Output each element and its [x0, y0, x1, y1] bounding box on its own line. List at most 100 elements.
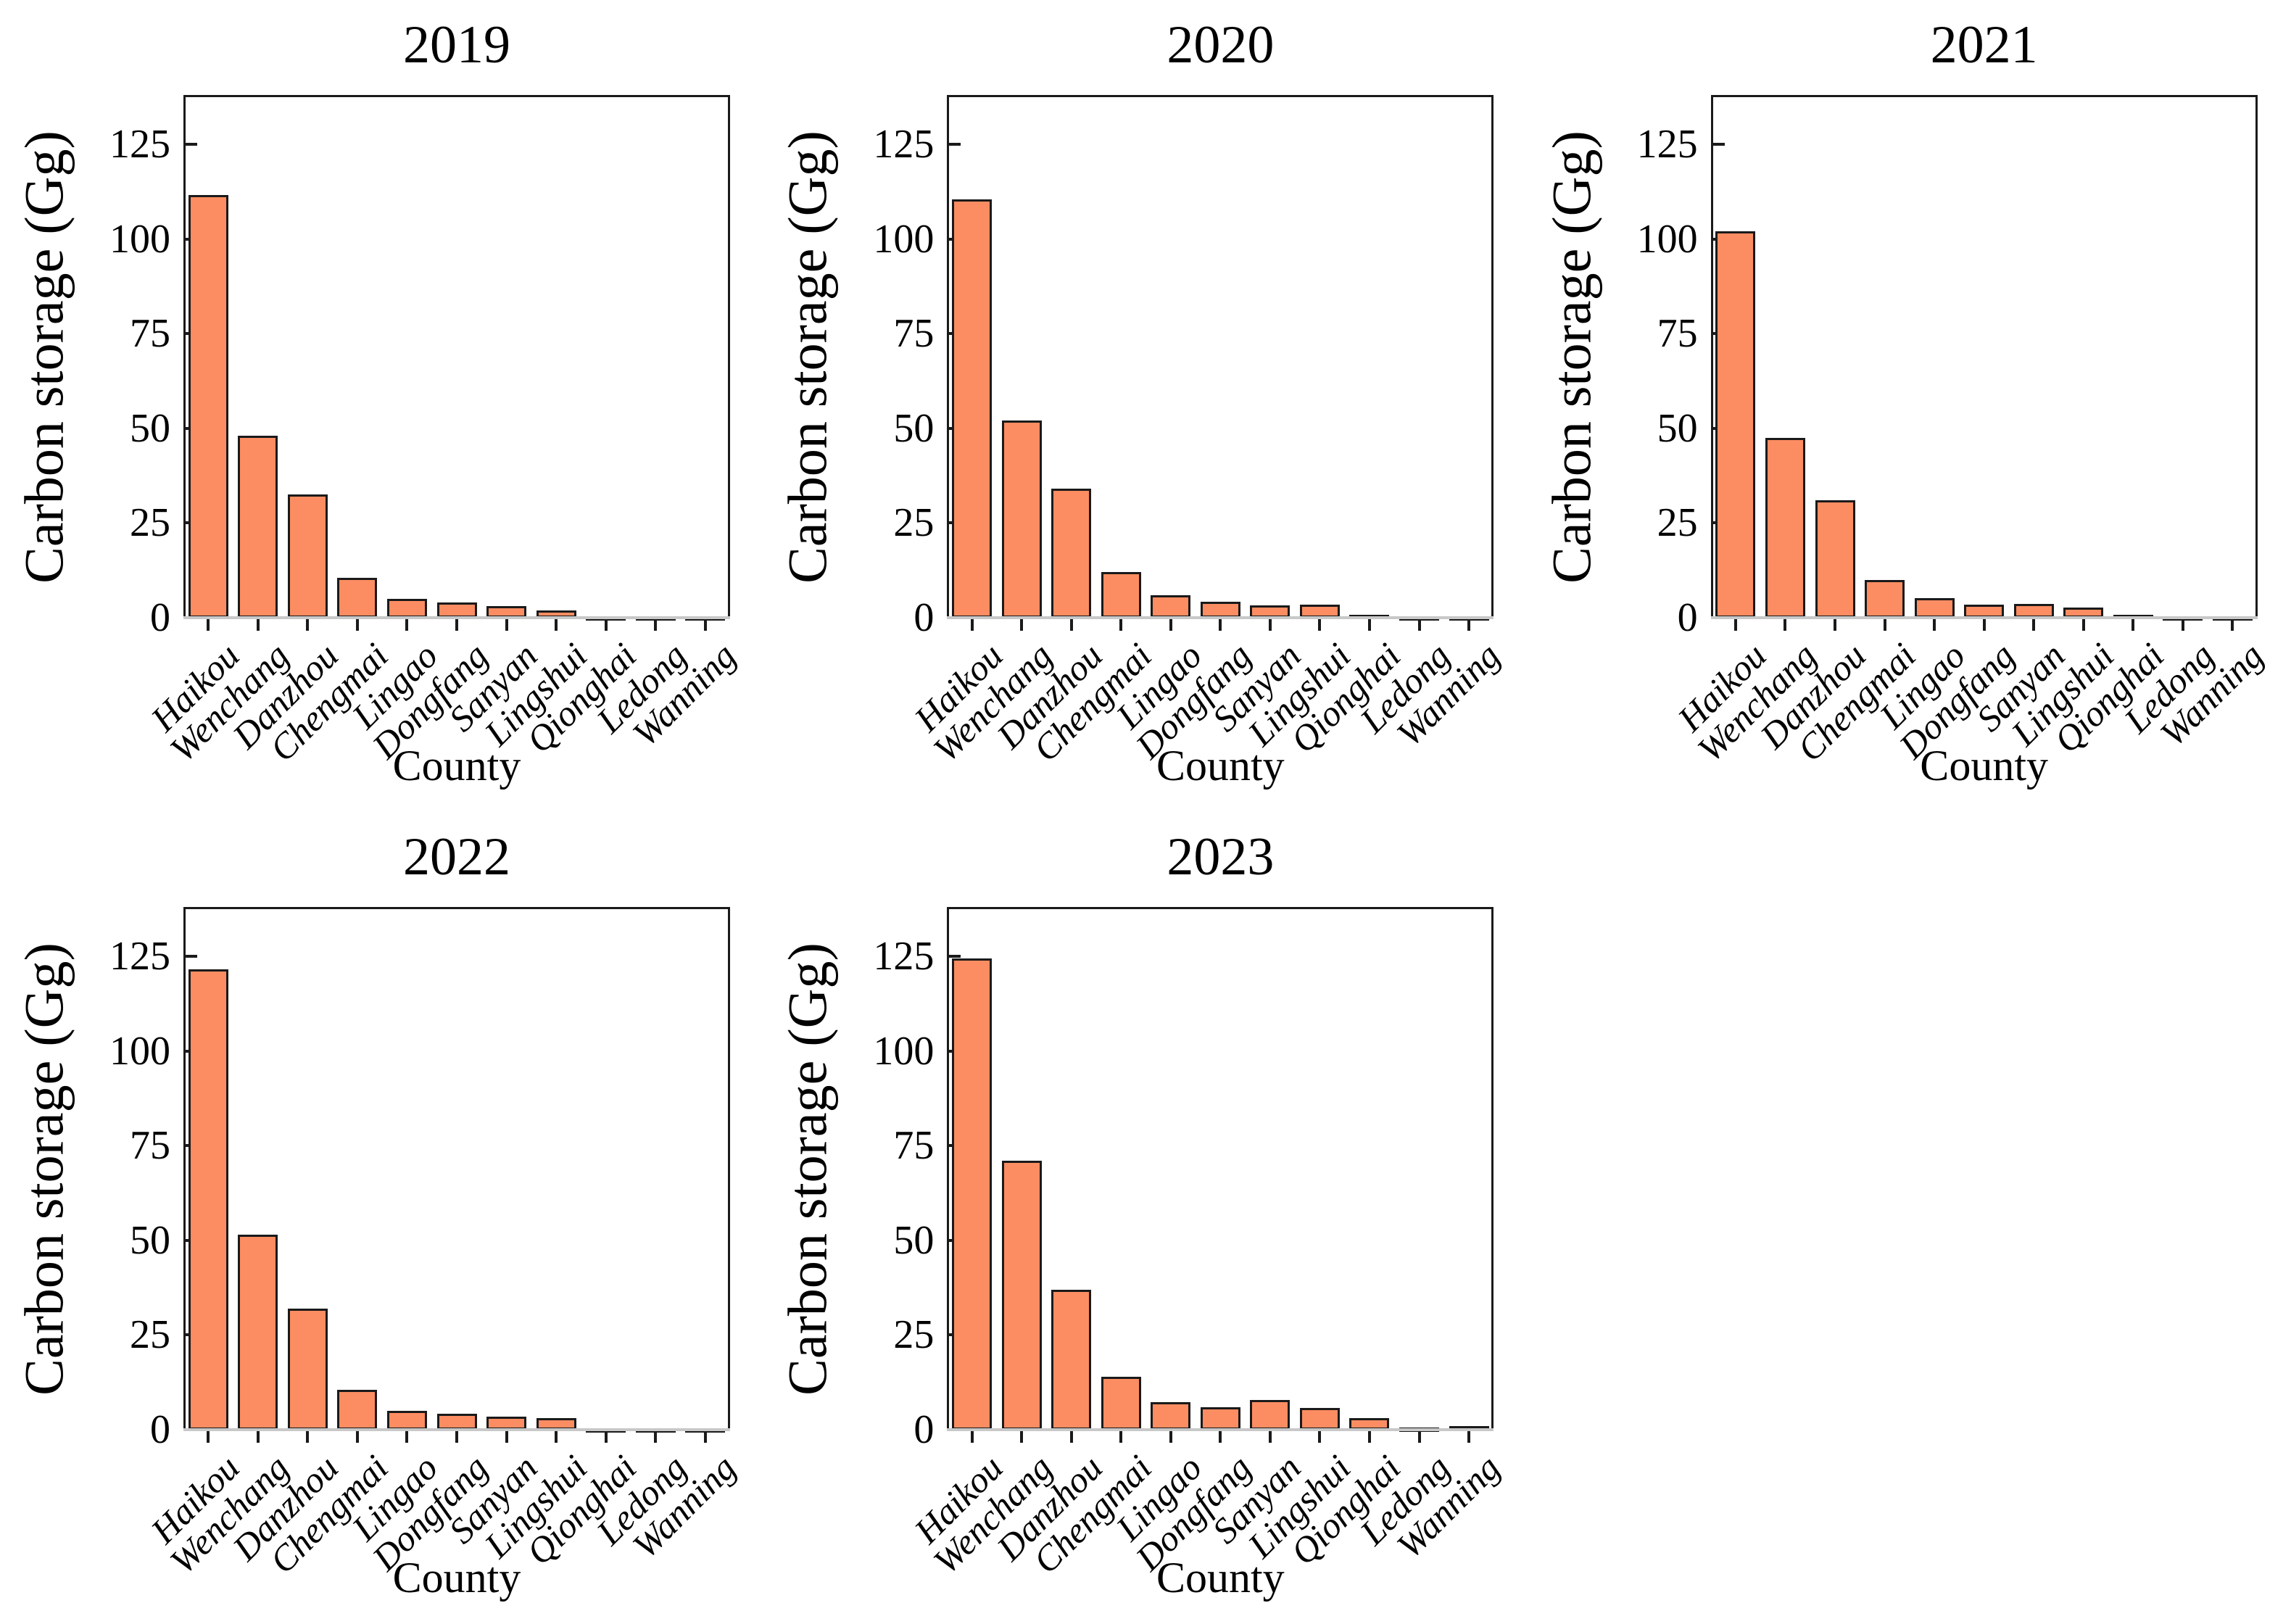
- y-tick-label: 100: [1636, 216, 1698, 262]
- zero-baseline: [947, 616, 1494, 619]
- bar-chengmai: [1101, 1376, 1141, 1430]
- bar-haikou: [1715, 231, 1756, 618]
- y-tick-label: 25: [1657, 500, 1698, 546]
- y-tick-mark: [1712, 142, 1725, 146]
- chart-title: 2021: [1930, 15, 2038, 75]
- x-tick-mark: [405, 618, 409, 631]
- chart-2022: 2022 Carbon storage (Gg) 0 25 50 75 100 125 Haik…: [0, 812, 763, 1624]
- zero-baseline: [183, 1428, 730, 1431]
- y-tick-label: 50: [893, 1217, 935, 1263]
- y-axis-label: Carbon storage (Gg): [777, 130, 839, 584]
- chart-title: 2022: [403, 827, 510, 887]
- x-tick-mark: [1467, 618, 1471, 631]
- bar-dongfang: [1200, 1406, 1240, 1430]
- bar-chengmai: [337, 1390, 378, 1430]
- x-tick-mark: [306, 618, 310, 631]
- y-axis-label: Carbon storage (Gg): [14, 942, 75, 1396]
- zero-baseline: [947, 1428, 1494, 1431]
- x-tick-mark: [654, 1430, 658, 1443]
- y-tick-label: 0: [1677, 595, 1698, 640]
- x-tick-mark: [604, 1430, 608, 1443]
- x-tick-mark: [1417, 1430, 1421, 1443]
- y-tick-mark: [186, 142, 197, 146]
- bar-dongfang: [1200, 602, 1240, 618]
- bar-lingao: [386, 1410, 427, 1430]
- bar-dongfang: [436, 1414, 477, 1430]
- bar-chengmai: [1865, 579, 1905, 618]
- x-tick-mark: [555, 1430, 558, 1443]
- bar-danzhou: [287, 494, 328, 618]
- x-tick-mark: [256, 1430, 260, 1443]
- bar-lingao: [1151, 1402, 1191, 1430]
- x-tick-mark: [1318, 618, 1322, 631]
- x-axis-label: County: [1920, 742, 2048, 790]
- y-tick-label: 25: [893, 1312, 935, 1358]
- x-tick-mark: [505, 1430, 508, 1443]
- x-tick-mark: [256, 618, 260, 631]
- x-tick-mark: [355, 1430, 359, 1443]
- chart-2020: 2020 Carbon storage (Gg) 0 25 50 75 100 125 Haik…: [763, 0, 1527, 812]
- y-tick-label: 75: [130, 1123, 170, 1169]
- y-tick-label: 50: [1657, 405, 1698, 451]
- x-axis-label: County: [392, 1554, 521, 1602]
- x-tick-mark: [1733, 618, 1737, 631]
- bar-sanyan: [1250, 1400, 1290, 1430]
- x-tick-mark: [1417, 618, 1421, 631]
- x-tick-mark: [1933, 618, 1936, 631]
- bar-haikou: [952, 958, 993, 1430]
- zero-baseline: [1710, 616, 2258, 619]
- x-tick-mark: [1069, 618, 1073, 631]
- chart-title: 2019: [403, 15, 510, 75]
- x-tick-mark: [455, 618, 458, 631]
- y-tick-label: 0: [150, 595, 170, 640]
- y-tick-label: 100: [873, 1028, 935, 1074]
- y-tick-mark: [186, 954, 197, 958]
- y-tick-label: 125: [873, 121, 935, 167]
- bar-chengmai: [1101, 572, 1141, 618]
- zero-baseline: [183, 616, 730, 619]
- x-tick-mark: [1219, 618, 1222, 631]
- bar-lingao: [1151, 594, 1191, 618]
- bar-wenchang: [1001, 420, 1042, 618]
- y-tick-label: 25: [130, 1312, 170, 1358]
- x-tick-mark: [1268, 618, 1272, 631]
- y-tick-label: 75: [893, 1123, 935, 1169]
- x-tick-mark: [1268, 1430, 1272, 1443]
- y-tick-label: 50: [130, 1217, 170, 1263]
- x-tick-mark: [604, 618, 608, 631]
- x-tick-mark: [355, 618, 359, 631]
- bar-wenchang: [238, 436, 278, 618]
- x-tick-mark: [1982, 618, 1986, 631]
- bar-lingao: [1914, 597, 1955, 618]
- y-axis-label: Carbon storage (Gg): [1541, 130, 1603, 584]
- bar-wenchang: [1001, 1161, 1042, 1430]
- x-tick-mark: [405, 1430, 409, 1443]
- chart-2021: 2021 Carbon storage (Gg) 0 25 50 75 100 125 Haik…: [1528, 0, 2291, 812]
- y-tick-label: 125: [109, 933, 170, 979]
- y-tick-mark: [949, 142, 961, 146]
- x-tick-mark: [1467, 1430, 1471, 1443]
- x-tick-mark: [2032, 618, 2036, 631]
- y-tick-label: 125: [1636, 121, 1698, 167]
- bar-wenchang: [238, 1234, 278, 1430]
- x-tick-mark: [1069, 1430, 1073, 1443]
- x-tick-mark: [970, 1430, 974, 1443]
- chart-title: 2020: [1167, 15, 1275, 75]
- y-tick-label: 125: [109, 121, 170, 167]
- x-tick-mark: [1169, 1430, 1172, 1443]
- bar-lingshui: [1299, 1408, 1340, 1430]
- y-tick-label: 0: [150, 1407, 170, 1452]
- x-tick-mark: [505, 618, 508, 631]
- chart-title: 2023: [1167, 827, 1275, 887]
- x-tick-mark: [1834, 618, 1837, 631]
- x-tick-mark: [2231, 618, 2234, 631]
- x-tick-mark: [1883, 618, 1886, 631]
- chart-2023: 2023 Carbon storage (Gg) 0 25 50 75 100 125 Haik…: [763, 812, 1527, 1624]
- y-tick-mark: [949, 954, 961, 958]
- y-tick-label: 100: [109, 1028, 170, 1074]
- x-tick-mark: [1367, 1430, 1371, 1443]
- y-tick-label: 75: [130, 311, 170, 357]
- x-tick-mark: [654, 618, 658, 631]
- y-tick-label: 25: [130, 500, 170, 546]
